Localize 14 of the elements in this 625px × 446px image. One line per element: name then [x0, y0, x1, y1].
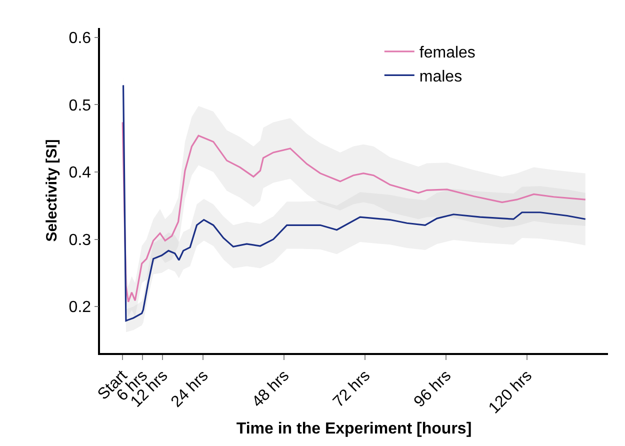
y-tick-label: 0.6 — [68, 30, 92, 48]
y-axis-title: Selectivity [SI] — [44, 139, 61, 242]
y-tick-label: 0.2 — [68, 299, 92, 316]
x-axis-title: Time in the Experiment [hours] — [236, 420, 472, 438]
x-tick-label: 72 hrs — [330, 367, 374, 411]
y-tick-label: 0.3 — [68, 232, 92, 249]
legend-label: males — [419, 68, 462, 86]
y-tick-label: 0.5 — [68, 97, 92, 114]
y-tick-label: 0.4 — [68, 164, 92, 182]
x-tick-label: 96 hrs — [411, 367, 455, 411]
x-tick-label: 48 hrs — [249, 367, 293, 411]
x-tick-label: 120 hrs — [486, 367, 536, 418]
legend-label: females — [419, 44, 476, 62]
x-tick-label: 24 hrs — [168, 367, 212, 411]
